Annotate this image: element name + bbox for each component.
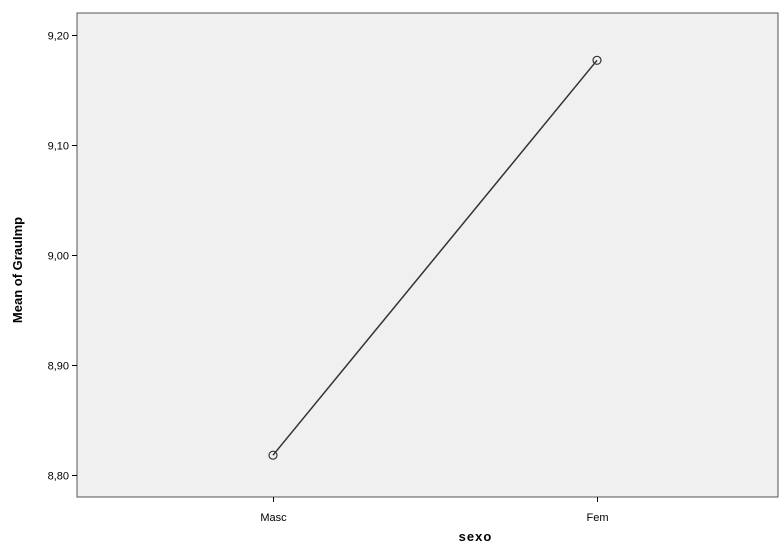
y-tick-label: 9,20 <box>48 31 69 43</box>
data-point-marker <box>592 55 602 65</box>
y-axis: 8,80 8,90 9,00 9,10 9,20 <box>48 31 77 483</box>
x-axis-title: sexo <box>459 529 493 544</box>
y-tick-label: 8,80 <box>48 471 69 483</box>
plot-area <box>76 12 779 498</box>
y-axis-title: Mean of GrauImp <box>10 217 25 323</box>
x-tick-label: Fem <box>587 512 609 524</box>
y-tick-label: 8,90 <box>48 361 69 373</box>
y-tick-label: 9,00 <box>48 251 69 263</box>
series-line <box>272 59 598 456</box>
x-axis: Masc Fem <box>260 497 609 524</box>
series-group <box>268 55 602 460</box>
y-tick-label: 9,10 <box>48 141 69 153</box>
x-tick-label: Masc <box>260 512 287 524</box>
data-point-marker <box>268 450 278 460</box>
